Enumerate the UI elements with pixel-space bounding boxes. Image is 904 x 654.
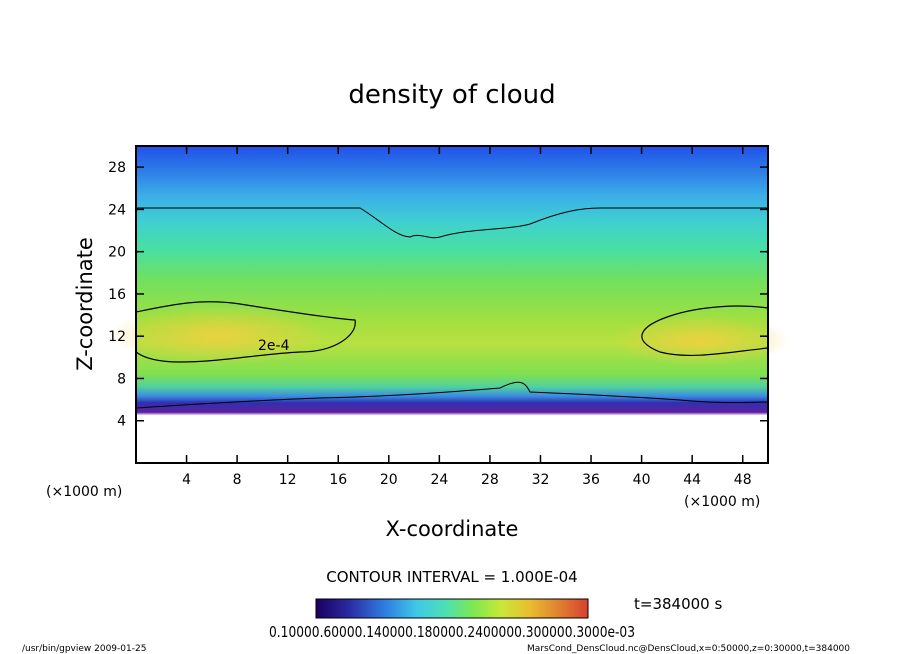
x-ticks: 4 8 12 16 20 24 28 32 36 40 44 48 [182, 146, 752, 488]
footer-left: /usr/bin/gpview 2009-01-25 [22, 644, 146, 654]
z-unit-label: (×1000 m) [46, 484, 122, 500]
contour-interval: CONTOUR INTERVAL = 1.000E-04 [326, 568, 577, 586]
x-tick-label: 28 [481, 472, 499, 488]
mid-contour-right [641, 305, 769, 356]
hotspot-left [110, 305, 330, 365]
colorbar-labels: 0.10000.60000.140000.180000.2400000.3000… [269, 623, 635, 641]
chart-title: density of cloud [348, 80, 555, 110]
x-tick-label: 36 [582, 472, 600, 488]
contour-label: 2e-4 [258, 338, 290, 354]
x-tick-label: 44 [683, 472, 701, 488]
upper-contour [136, 207, 768, 239]
x-tick-label: 4 [182, 472, 191, 488]
y-ticks: 4 8 12 16 20 24 28 [108, 160, 768, 430]
y-tick-label: 12 [108, 329, 126, 345]
x-tick-label: 48 [734, 472, 752, 488]
y-tick-label: 28 [108, 160, 126, 176]
x-tick-label: 20 [380, 472, 398, 488]
hotspot-right [610, 314, 790, 366]
time-label: t=384000 s [634, 595, 722, 613]
y-tick-label: 8 [117, 371, 126, 387]
x-tick-label: 40 [633, 472, 651, 488]
mid-contour-left [135, 301, 356, 363]
x-tick-label: 8 [233, 472, 242, 488]
x-axis-label: X-coordinate [386, 517, 519, 541]
x-unit-label: (×1000 m) [684, 494, 760, 510]
y-tick-label: 24 [108, 202, 126, 218]
plot-frame [135, 145, 769, 464]
density-field [136, 146, 768, 463]
y-axis-label: Z-coordinate [73, 237, 97, 371]
lower-contour [135, 381, 769, 409]
colorbar [315, 598, 589, 619]
x-tick-label: 16 [329, 472, 347, 488]
plot-field [110, 146, 790, 463]
x-tick-label: 32 [532, 472, 550, 488]
x-tick-label: 24 [430, 472, 448, 488]
footer-right: MarsCond_DensCloud.nc@DensCloud,x=0:5000… [527, 644, 850, 654]
x-tick-label: 12 [279, 472, 297, 488]
y-tick-label: 20 [108, 245, 126, 261]
y-tick-label: 16 [108, 287, 126, 303]
y-tick-label: 4 [117, 414, 126, 430]
